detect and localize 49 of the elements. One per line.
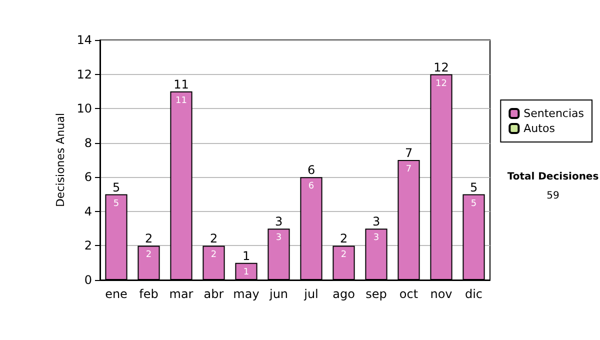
- total-label: 12: [434, 60, 449, 74]
- total-label: 2: [210, 232, 218, 246]
- x-tick-label: abr: [204, 287, 224, 301]
- x-tick-label: jun: [268, 287, 288, 301]
- data-label: 2: [340, 250, 347, 260]
- x-tick-label: dic: [464, 287, 483, 301]
- total-label: 11: [174, 77, 189, 92]
- x-tick-label: feb: [139, 287, 158, 301]
- legend-label: Sentencias: [524, 107, 584, 120]
- total-label: 3: [372, 214, 380, 229]
- data-label: 5: [470, 198, 477, 209]
- data-label: 5: [113, 198, 120, 209]
- text: 59: [546, 190, 560, 202]
- data-label: 1: [243, 267, 250, 278]
- total-label: 7: [404, 146, 413, 160]
- x-tick-label: may: [233, 287, 260, 301]
- total-label: 5: [470, 180, 478, 194]
- total-label: 3: [274, 214, 283, 229]
- x-tick-label: ago: [332, 287, 355, 301]
- data-label: 6: [308, 182, 314, 192]
- data-label: 11: [176, 96, 187, 106]
- total-label: 2: [144, 232, 153, 246]
- data-label: 3: [373, 233, 380, 244]
- x-tick-label: ene: [105, 287, 128, 301]
- y-tick-label: 14: [76, 33, 92, 47]
- y-tick-label: 12: [76, 67, 92, 82]
- total-label: 5: [112, 180, 120, 194]
- x-tick-label: mar: [169, 287, 194, 301]
- total-label: 6: [307, 163, 316, 178]
- text: Total Decisiones: [507, 172, 599, 182]
- legend-label: Autos: [524, 122, 556, 135]
- y-tick-label: 8: [84, 136, 92, 150]
- x-tick-label: oct: [399, 287, 418, 301]
- y-tick-label: 0: [84, 273, 92, 287]
- total-label: 1: [242, 248, 250, 263]
- y-tick-label: 6: [84, 170, 92, 184]
- x-tick-label: nov: [430, 287, 452, 301]
- total-label: 2: [340, 232, 348, 246]
- data-label: 2: [210, 250, 217, 260]
- x-tick-label: sep: [366, 287, 387, 301]
- y-axis-title: Decisiones Anual: [54, 112, 67, 208]
- y-tick-label: 4: [84, 204, 92, 218]
- data-label: 2: [146, 250, 152, 260]
- data-label: 12: [436, 78, 447, 89]
- y-tick-label: 10: [76, 102, 92, 116]
- y-tick-label: 2: [84, 238, 92, 253]
- data-label: 7: [406, 164, 412, 174]
- x-tick-label: jul: [303, 287, 318, 301]
- data-label: 3: [276, 233, 282, 244]
